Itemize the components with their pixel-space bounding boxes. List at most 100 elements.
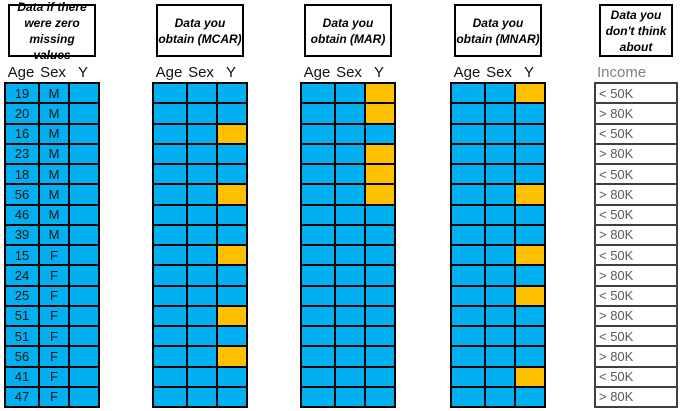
mnar-y-cell xyxy=(515,204,545,225)
panel-complete-data: Data if there were zero missing values A… xyxy=(4,0,100,408)
mnar-sex-cell xyxy=(485,164,515,185)
mar-y-cell xyxy=(365,366,395,387)
mcar-age-cell xyxy=(153,245,187,266)
mar-sex-cell xyxy=(335,245,365,266)
complete-y-cell xyxy=(69,386,99,407)
complete-y-cell xyxy=(69,305,99,326)
mar-y-cell xyxy=(365,285,395,306)
panel-mar-column-headers: Age Sex Y xyxy=(300,57,396,82)
mcar-age-cell xyxy=(153,265,187,286)
age-column-header: Age xyxy=(7,64,35,81)
mcar-sex-cell xyxy=(187,245,217,266)
mar-sex-cell xyxy=(335,285,365,306)
complete-y-cell xyxy=(69,224,99,245)
mcar-sex-cell xyxy=(187,123,217,144)
mnar-y-cell xyxy=(515,245,545,266)
mnar-age-cell xyxy=(451,386,485,407)
complete-age-cell: 24 xyxy=(5,265,39,286)
mnar-sex-cell xyxy=(485,265,515,286)
mnar-sex-cell xyxy=(485,123,515,144)
mnar-age-cell xyxy=(451,285,485,306)
mnar-sex-cell xyxy=(485,224,515,245)
mnar-y-cell xyxy=(515,305,545,326)
mcar-y-cell xyxy=(217,346,247,367)
mcar-y-cell xyxy=(217,285,247,306)
mcar-y-cell xyxy=(217,245,247,266)
mar-age-cell xyxy=(301,143,335,164)
panel-mcar-table xyxy=(152,82,248,408)
income-cell: < 50K xyxy=(595,123,677,144)
mar-sex-cell xyxy=(335,83,365,104)
complete-age-cell: 25 xyxy=(5,285,39,306)
mnar-sex-cell xyxy=(485,346,515,367)
mcar-age-cell xyxy=(153,224,187,245)
complete-age-cell: 56 xyxy=(5,184,39,205)
mnar-age-cell xyxy=(451,305,485,326)
mcar-age-cell xyxy=(153,326,187,347)
complete-sex-cell: M xyxy=(39,123,69,144)
mar-y-cell xyxy=(365,83,395,104)
complete-age-cell: 15 xyxy=(5,245,39,266)
mnar-age-cell xyxy=(451,326,485,347)
y-column-header: Y xyxy=(523,64,534,81)
mcar-age-cell xyxy=(153,184,187,205)
complete-y-cell xyxy=(69,204,99,225)
mcar-y-cell xyxy=(217,204,247,225)
complete-sex-cell: F xyxy=(39,285,69,306)
mnar-y-cell xyxy=(515,346,545,367)
mar-age-cell xyxy=(301,164,335,185)
mnar-sex-cell xyxy=(485,305,515,326)
panel-mnar-title: Data you obtain (MNAR) xyxy=(454,4,542,57)
mar-sex-cell xyxy=(335,265,365,286)
complete-age-cell: 51 xyxy=(5,326,39,347)
mnar-age-cell xyxy=(451,245,485,266)
complete-y-cell xyxy=(69,265,99,286)
complete-age-cell: 39 xyxy=(5,224,39,245)
mcar-age-cell xyxy=(153,164,187,185)
mcar-age-cell xyxy=(153,103,187,124)
mnar-y-cell xyxy=(515,123,545,144)
complete-sex-cell: F xyxy=(39,326,69,347)
mnar-y-cell xyxy=(515,285,545,306)
complete-age-cell: 56 xyxy=(5,346,39,367)
mnar-age-cell xyxy=(451,346,485,367)
panel-mnar: Data you obtain (MNAR) Age Sex Y xyxy=(450,0,546,408)
mar-sex-cell xyxy=(335,184,365,205)
complete-sex-cell: M xyxy=(39,103,69,124)
mar-sex-cell xyxy=(335,123,365,144)
mar-age-cell xyxy=(301,123,335,144)
complete-y-cell xyxy=(69,326,99,347)
mcar-sex-cell xyxy=(187,346,217,367)
mar-sex-cell xyxy=(335,305,365,326)
mcar-y-cell xyxy=(217,83,247,104)
mcar-y-cell xyxy=(217,326,247,347)
mcar-y-cell xyxy=(217,164,247,185)
mcar-y-cell xyxy=(217,103,247,124)
income-cell: < 50K xyxy=(595,326,677,347)
mcar-age-cell xyxy=(153,143,187,164)
mcar-age-cell xyxy=(153,305,187,326)
income-cell: > 80K xyxy=(595,305,677,326)
mnar-age-cell xyxy=(451,184,485,205)
mar-age-cell xyxy=(301,224,335,245)
income-cell: < 50K xyxy=(595,245,677,266)
mar-y-cell xyxy=(365,245,395,266)
mar-y-cell xyxy=(365,123,395,144)
complete-sex-cell: M xyxy=(39,83,69,104)
mnar-sex-cell xyxy=(485,285,515,306)
mcar-sex-cell xyxy=(187,265,217,286)
income-cell: > 80K xyxy=(595,386,677,407)
income-cell: > 80K xyxy=(595,143,677,164)
mnar-age-cell xyxy=(451,366,485,387)
complete-sex-cell: F xyxy=(39,245,69,266)
complete-y-cell xyxy=(69,143,99,164)
mar-age-cell xyxy=(301,346,335,367)
y-column-header: Y xyxy=(225,64,236,81)
income-cell: < 50K xyxy=(595,83,677,104)
mcar-y-cell xyxy=(217,265,247,286)
mar-age-cell xyxy=(301,83,335,104)
mnar-sex-cell xyxy=(485,326,515,347)
sex-column-header: Sex xyxy=(486,64,512,81)
mar-y-cell xyxy=(365,346,395,367)
complete-sex-cell: F xyxy=(39,305,69,326)
